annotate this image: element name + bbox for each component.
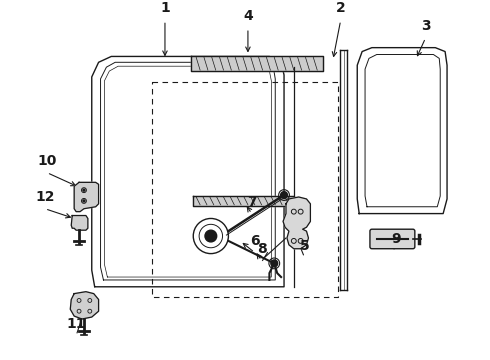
Text: 10: 10 [37, 154, 56, 168]
FancyBboxPatch shape [370, 229, 415, 249]
Circle shape [281, 192, 288, 198]
Text: 8: 8 [257, 242, 267, 256]
Circle shape [205, 230, 217, 242]
Circle shape [83, 189, 85, 191]
Text: 2: 2 [336, 1, 345, 15]
Polygon shape [70, 292, 98, 319]
Text: 4: 4 [243, 9, 253, 23]
Text: 5: 5 [300, 239, 309, 253]
Polygon shape [283, 197, 310, 249]
Text: 3: 3 [421, 19, 430, 33]
Polygon shape [71, 216, 88, 230]
Text: 12: 12 [35, 190, 55, 204]
Text: 1: 1 [160, 1, 170, 15]
Circle shape [83, 200, 85, 202]
Text: 9: 9 [392, 232, 401, 246]
Text: 11: 11 [66, 317, 86, 331]
Text: 7: 7 [247, 195, 257, 209]
Polygon shape [193, 196, 294, 206]
Text: 6: 6 [250, 234, 260, 248]
Polygon shape [74, 183, 98, 212]
Polygon shape [191, 57, 323, 71]
Circle shape [271, 260, 278, 267]
